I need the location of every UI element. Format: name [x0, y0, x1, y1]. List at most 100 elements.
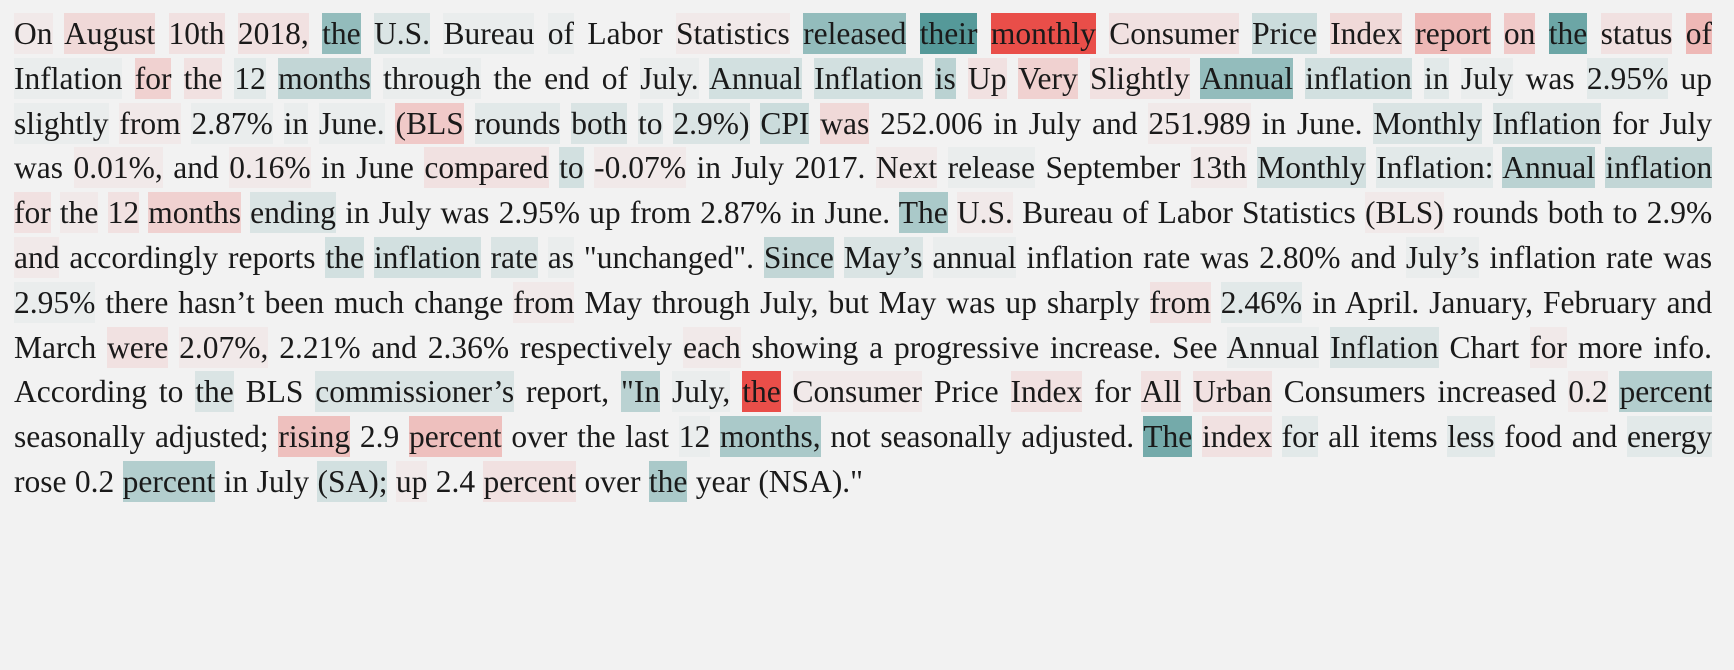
highlighted-token: but [828, 284, 869, 320]
highlighted-token: rate [1143, 239, 1191, 275]
highlighted-token: 2.95% [1586, 57, 1669, 99]
highlighted-token: to [1612, 195, 1638, 231]
highlighted-token: in [1261, 105, 1287, 141]
highlighted-token: July’s [1405, 236, 1480, 278]
highlighted-token: 2.46% [1220, 281, 1303, 323]
highlighted-token: in [790, 195, 816, 231]
highlighted-token: more [1577, 329, 1643, 365]
highlighted-token: 2.4 [435, 463, 476, 499]
highlighted-token: 10th [168, 13, 225, 54]
highlighted-token: months, [719, 416, 821, 458]
highlighted-token: January, [1429, 284, 1533, 320]
highlighted-token: (BLS) [1364, 192, 1444, 234]
highlighted-token: Consumers [1283, 374, 1426, 410]
highlighted-token: monthly [990, 13, 1096, 54]
highlighted-token: Labor [587, 16, 663, 51]
highlighted-token: each [683, 326, 741, 368]
highlighted-token: to [559, 147, 584, 189]
highlighted-token: percent [483, 460, 577, 502]
highlighted-token: items [1369, 419, 1438, 455]
highlighted-token: 251.989 [1148, 102, 1251, 144]
highlighted-token: 12 [107, 192, 140, 234]
highlighted-token: The [1143, 416, 1193, 458]
highlighted-token: Inflation [1492, 102, 1602, 144]
highlighted-token: the [195, 371, 234, 413]
highlighted-token: Urban [1193, 371, 1272, 413]
highlighted-token: up [1005, 284, 1037, 320]
highlighted-token: in [993, 105, 1018, 141]
highlighted-token: was [820, 102, 870, 144]
highlighted-token: sharply [1046, 284, 1140, 320]
highlighted-token: July [1028, 105, 1082, 141]
highlighted-token: inflation [1305, 57, 1412, 99]
highlighted-token: 2.9 [359, 419, 400, 455]
highlighted-token: rising [278, 416, 351, 458]
highlighted-token: Since [763, 236, 834, 278]
highlighted-token: 2.80% [1259, 239, 1341, 275]
highlighted-token: end [544, 60, 590, 96]
highlighted-token: was [946, 284, 996, 320]
highlighted-token: Very [1018, 57, 1078, 99]
highlighted-token: up [589, 195, 621, 231]
highlighted-token: July, [671, 371, 731, 413]
highlighted-token: February [1542, 284, 1657, 320]
highlighted-token: March [14, 329, 97, 365]
highlighted-token: change [414, 284, 504, 320]
highlighted-token: in [345, 195, 370, 231]
highlighted-token: U.S. [374, 13, 431, 54]
highlighted-token: 12 [234, 57, 266, 99]
highlighted-token: Next [875, 147, 938, 189]
highlighted-token: Inflation [1330, 326, 1439, 368]
highlighted-token: and [173, 150, 219, 186]
highlighted-token: less [1447, 416, 1495, 458]
highlighted-token: seasonally [14, 419, 146, 455]
highlighted-token: (BLS [395, 102, 464, 144]
highlighted-token: increase. [1050, 329, 1162, 365]
highlighted-token: Consumer [1109, 13, 1239, 54]
highlighted-token: July [1460, 57, 1514, 99]
highlighted-token: July [256, 463, 310, 499]
highlighted-token: from [119, 102, 181, 144]
highlighted-token: Annual [1502, 147, 1595, 189]
highlighted-token: 0.2 [74, 463, 115, 499]
highlighted-token: from [629, 195, 692, 231]
highlighted-token: of [547, 13, 575, 54]
highlighted-token: inflation [1026, 239, 1134, 275]
highlighted-token: Chart [1449, 329, 1520, 365]
highlighted-token: of [601, 60, 629, 96]
highlighted-token: slightly [14, 102, 109, 144]
highlighted-token: was [1525, 60, 1575, 96]
highlighted-document: On August 10th 2018, the U.S. Bureau of … [14, 12, 1712, 505]
highlighted-token: -0.07% [594, 147, 686, 189]
highlighted-token: the [59, 192, 99, 234]
highlighted-token: 2018, [237, 13, 309, 54]
highlighted-token: 13th [1190, 147, 1247, 189]
highlighted-token: (SA); [317, 460, 388, 502]
highlighted-token: adjusted; [154, 419, 269, 455]
highlighted-token: release [947, 147, 1036, 189]
highlighted-token: of [1122, 195, 1149, 231]
highlighted-token: May [878, 284, 937, 320]
highlighted-token: of [1685, 13, 1713, 54]
highlighted-token: progressive [893, 329, 1040, 365]
highlighted-token: 2.87% [191, 102, 273, 144]
highlighted-token: to [638, 102, 663, 144]
highlighted-token: is [934, 57, 956, 99]
highlighted-token: and [1571, 419, 1618, 455]
highlighted-token: Bureau [443, 13, 535, 54]
highlighted-token: July [378, 195, 432, 231]
highlighted-token: rounds [474, 102, 561, 144]
highlighted-token: energy [1626, 416, 1713, 458]
highlighted-token: for [14, 192, 51, 234]
highlighted-token: rate [490, 236, 538, 278]
highlighted-token: CPI [760, 102, 810, 144]
highlighted-token: compared [424, 147, 549, 189]
highlighted-token: months [278, 57, 371, 99]
highlighted-token: 0.16% [229, 147, 311, 189]
highlighted-token: Inflation: [1376, 147, 1494, 189]
highlighted-token: over [511, 419, 568, 455]
highlighted-token: in [1424, 57, 1449, 99]
highlighted-token: "In [620, 371, 661, 413]
highlighted-token: ending [250, 192, 336, 234]
highlighted-token: 2.87% [700, 195, 782, 231]
